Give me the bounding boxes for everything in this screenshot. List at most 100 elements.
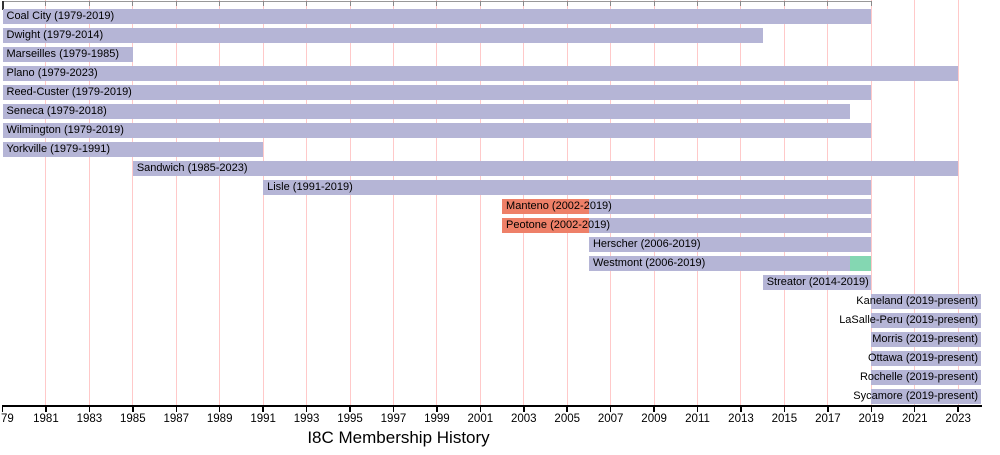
bar-row: Marseilles (1979-1985) [0, 46, 1000, 62]
x-tick-label: 2013 [728, 413, 754, 425]
bar-segment [871, 312, 981, 328]
bar-segment [2, 8, 872, 24]
gridline [88, 0, 90, 405]
bar-segment [871, 350, 981, 366]
bar-row: Reed-Custer (1979-2019) [0, 84, 1000, 100]
x-tick-label: 1999 [424, 413, 450, 425]
x-tick-label: 2007 [597, 413, 624, 425]
gridline [479, 0, 481, 405]
bar-label: Sandwich (1985-2023) [136, 161, 248, 174]
bar-segment [502, 198, 589, 214]
x-axis-tick [827, 406, 829, 412]
top-axis-tick [45, 1, 47, 6]
bar-segment [871, 388, 981, 404]
top-axis-tick [88, 1, 90, 6]
bar-segment [2, 46, 133, 62]
top-axis-tick [262, 1, 264, 6]
gridline [132, 0, 134, 405]
bar-row: Sycamore (2019-present) [0, 388, 1000, 404]
bar-row: LaSalle-Peru (2019-present) [0, 312, 1000, 328]
x-tick-label: 2015 [771, 413, 798, 425]
bar-label: Wilmington (1979-2019) [6, 123, 124, 136]
top-axis-tick [740, 1, 742, 6]
top-axis-tick [392, 1, 394, 6]
x-tick-label: 2021 [901, 413, 928, 425]
x-axis-tick [262, 406, 264, 412]
x-tick-label: 1991 [250, 413, 276, 425]
bar-row: Sandwich (1985-2023) [0, 160, 1000, 176]
top-axis-tick [783, 1, 785, 6]
gridline [175, 0, 177, 405]
gridline [219, 0, 221, 405]
x-tick-label: 2011 [685, 413, 710, 425]
bar-segment [871, 331, 981, 347]
bar-row: Wilmington (1979-2019) [0, 122, 1000, 138]
bar-row: Yorkville (1979-1991) [0, 141, 1000, 157]
x-axis-tick [696, 406, 699, 412]
bar-segment [588, 236, 872, 252]
x-tick-label: 79 [1, 413, 14, 425]
x-axis-tick [218, 406, 221, 412]
bar-segment [588, 217, 872, 233]
x-axis-tick [870, 406, 873, 412]
x-axis-tick [1, 406, 4, 412]
x-tick-label: 2003 [510, 413, 537, 425]
x-tick-label: 2019 [858, 413, 885, 425]
bar-row: Manteno (2002-2019) [0, 198, 1000, 214]
bar-row: Herscher (2006-2019) [0, 236, 1000, 252]
x-axis-tick [88, 406, 91, 412]
bar-label: Sycamore (2019-present) [853, 389, 978, 402]
bar-row: Seneca (1979-2018) [0, 103, 1000, 119]
x-axis-tick [479, 406, 482, 412]
bar-label: LaSalle-Peru (2019-present) [839, 313, 978, 326]
bar-label: Peotone (2002-2019) [506, 218, 611, 231]
x-axis-tick [392, 406, 395, 412]
x-axis-tick [957, 406, 959, 412]
bar-segment [2, 65, 959, 81]
bar-segment [263, 179, 872, 195]
gridline [870, 0, 872, 405]
bar-label: Coal City (1979-2019) [6, 9, 115, 22]
x-axis-tick [349, 406, 351, 412]
bar-label: Ottawa (2019-present) [867, 351, 978, 364]
x-tick-label: 1985 [120, 413, 146, 425]
bar-segment [762, 274, 872, 290]
top-axis-tick [523, 1, 525, 6]
x-axis-tick [45, 406, 47, 412]
bar-label: Dwight (1979-2014) [6, 28, 104, 41]
x-axis-tick [305, 406, 308, 412]
top-axis-tick [827, 1, 829, 6]
top-axis-tick [653, 1, 655, 6]
bar-label: Westmont (2006-2019) [592, 256, 706, 269]
bar-label: Manteno (2002-2019) [506, 199, 612, 212]
x-axis-tick [783, 406, 786, 412]
x-axis-tick [740, 406, 742, 412]
bar-label: Reed-Custer (1979-2019) [6, 85, 132, 98]
x-axis-tick [913, 406, 916, 412]
top-axis-tick [870, 1, 872, 6]
bar-label: Herscher (2006-2019) [592, 237, 701, 250]
bar-segment [871, 369, 981, 385]
gridline [45, 0, 47, 405]
bar-row: Kaneland (2019-present) [0, 293, 1000, 309]
top-axis-tick [479, 1, 481, 6]
bar-segment [502, 217, 589, 233]
bar-row: Peotone (2002-2019) [0, 217, 1000, 233]
gridline [392, 0, 394, 405]
bar-row: Coal City (1979-2019) [0, 8, 1000, 24]
x-tick-label: 1993 [293, 413, 320, 425]
bar-segment [132, 160, 959, 176]
bar-row: Plano (1979-2023) [0, 65, 1000, 81]
bar-segment [849, 255, 872, 271]
bar-row: Ottawa (2019-present) [0, 350, 1000, 366]
x-axis-tick [175, 406, 177, 412]
x-axis-tick [132, 406, 134, 412]
top-axis-tick [306, 1, 308, 6]
bar-row: Streator (2014-2019) [0, 274, 1000, 290]
top-axis-tick [2, 1, 4, 10]
x-tick-label: 2005 [554, 413, 581, 425]
bar-segment [2, 84, 872, 100]
bar-label: Streator (2014-2019) [766, 275, 869, 288]
x-tick-label: 1981 [33, 413, 59, 425]
